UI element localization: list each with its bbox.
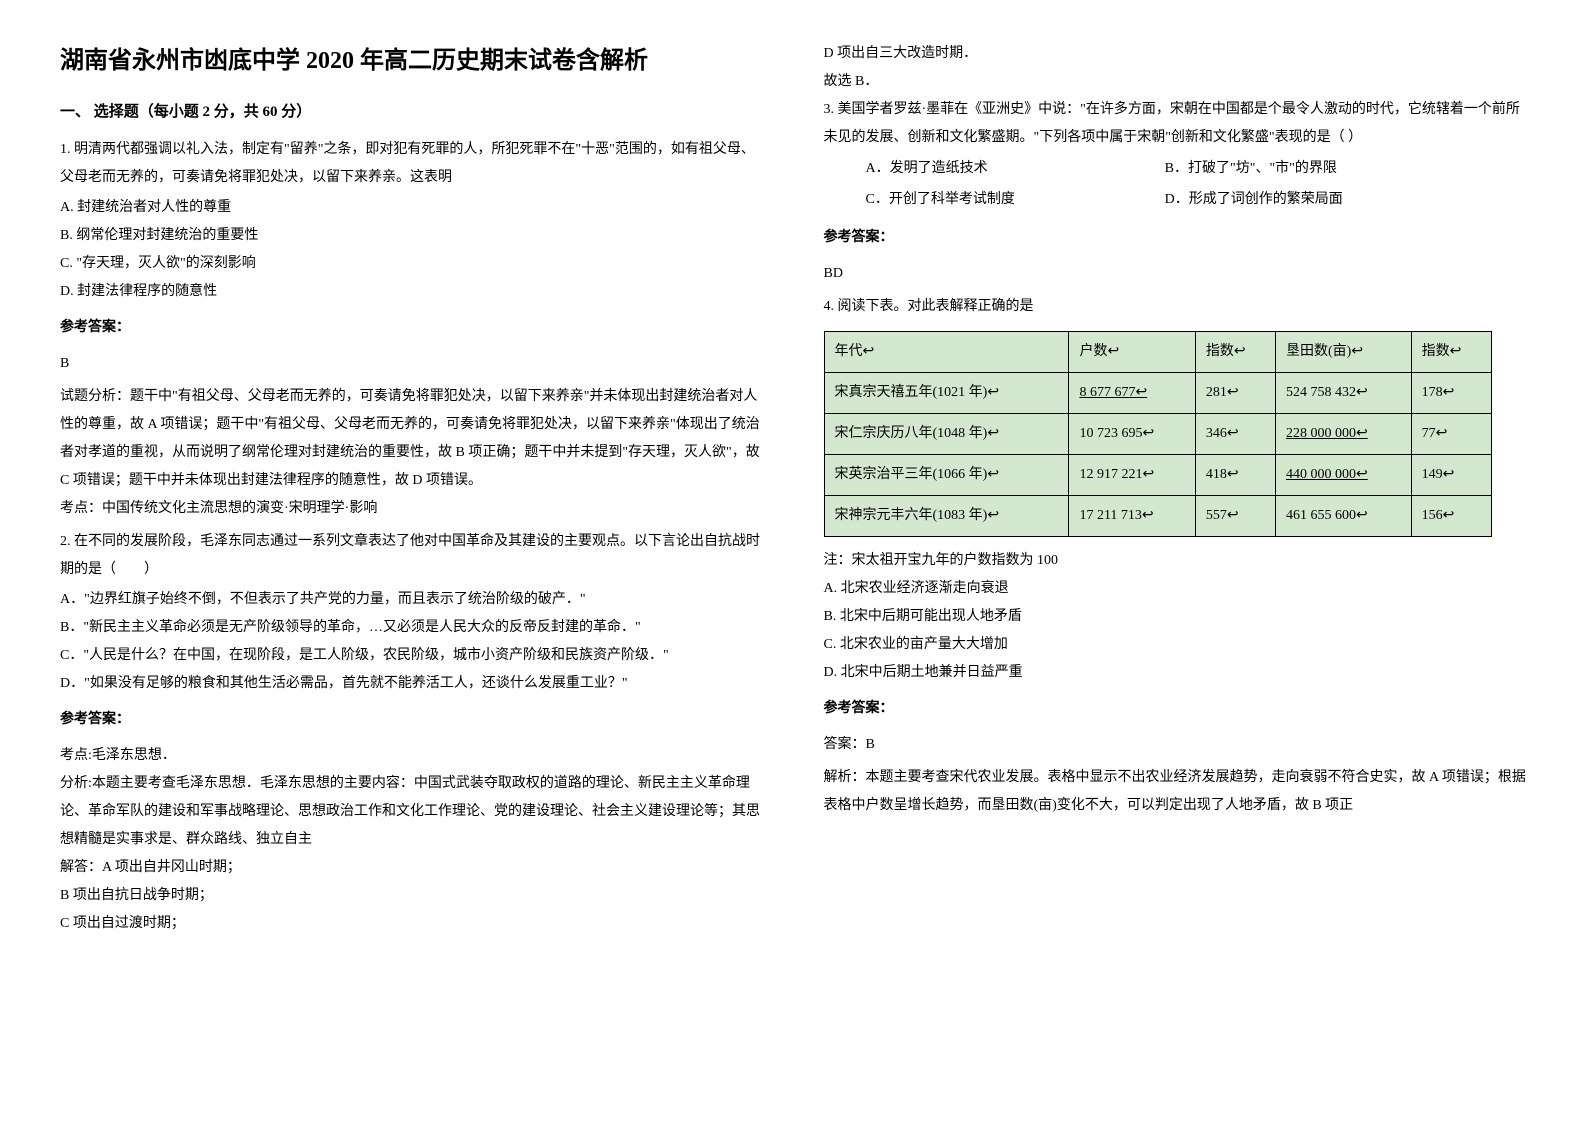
cell: 77↩: [1411, 413, 1491, 454]
th-households: 户数↩: [1069, 331, 1195, 372]
q4-answer-label: 参考答案：: [824, 695, 1528, 723]
cell: 346↩: [1195, 413, 1275, 454]
th-year: 年代↩: [824, 331, 1069, 372]
q4-data-table: 年代↩ 户数↩ 指数↩ 垦田数(亩)↩ 指数↩ 宋真宗天禧五年(1021 年)↩…: [824, 331, 1492, 537]
q1-answer: B: [60, 350, 764, 378]
q2-analysis-5: C 项出自过渡时期；: [60, 910, 764, 938]
cell: 宋仁宗庆历八年(1048 年)↩: [824, 413, 1069, 454]
th-index2: 指数↩: [1411, 331, 1491, 372]
q2-analysis-7: 故选 B．: [824, 68, 1528, 96]
q4-option-a: A. 北宋农业经济逐渐走向衰退: [824, 575, 1528, 603]
cell: 12 917 221↩: [1069, 454, 1195, 495]
cell: 178↩: [1411, 372, 1491, 413]
q4-answer: 答案：B: [824, 731, 1528, 759]
q4-option-b: B. 北宋中后期可能出现人地矛盾: [824, 603, 1528, 631]
q1-option-b: B. 纲常伦理对封建统治的重要性: [60, 222, 764, 250]
cell: 149↩: [1411, 454, 1491, 495]
q4-note: 注：宋太祖开宝九年的户数指数为 100: [824, 547, 1528, 575]
table-row: 宋神宗元丰六年(1083 年)↩ 17 211 713↩ 557↩ 461 65…: [824, 495, 1491, 536]
q2-option-a: A．"边界红旗子始终不倒，不但表示了共产党的力量，而且表示了统治阶级的破产．": [60, 586, 764, 614]
cell: 156↩: [1411, 495, 1491, 536]
q2-analysis-4: B 项出自抗日战争时期；: [60, 882, 764, 910]
q1-stem: 1. 明清两代都强调以礼入法，制定有"留养"之条，即对犯有死罪的人，所犯死罪不在…: [60, 136, 764, 192]
q2-option-c: C．"人民是什么？在中国，在现阶段，是工人阶级，农民阶级，城市小资产阶级和民族资…: [60, 642, 764, 670]
q3-option-a: A．发明了造纸技术: [824, 155, 1162, 183]
q1-option-d: D. 封建法律程序的随意性: [60, 278, 764, 306]
q3-answer-label: 参考答案：: [824, 224, 1528, 252]
q4-option-c: C. 北宋农业的亩产量大大增加: [824, 631, 1528, 659]
th-index1: 指数↩: [1195, 331, 1275, 372]
q2-analysis-2: 分析:本题主要考查毛泽东思想．毛泽东思想的主要内容：中国式武装夺取政权的道路的理…: [60, 770, 764, 854]
q2-stem: 2. 在不同的发展阶段，毛泽东同志通过一系列文章表达了他对中国革命及其建设的主要…: [60, 528, 764, 584]
q2-analysis-3: 解答：A 项出自井冈山时期；: [60, 854, 764, 882]
q3-answer: BD: [824, 260, 1528, 288]
q2-option-d: D．"如果没有足够的粮食和其他生活必需品，首先就不能养活工人，还谈什么发展重工业…: [60, 670, 764, 698]
q3-stem: 3. 美国学者罗兹·墨菲在《亚洲史》中说："在许多方面，宋朝在中国都是个最令人激…: [824, 96, 1528, 152]
cell: 17 211 713↩: [1069, 495, 1195, 536]
table-row: 宋仁宗庆历八年(1048 年)↩ 10 723 695↩ 346↩ 228 00…: [824, 413, 1491, 454]
q1-analysis-1: 试题分析：题干中"有祖父母、父母老而无养的，可奏请免将罪犯处决，以留下来养亲"并…: [60, 383, 764, 495]
q4-option-d: D. 北宋中后期土地兼并日益严重: [824, 659, 1528, 687]
question-2: 2. 在不同的发展阶段，毛泽东同志通过一系列文章表达了他对中国革命及其建设的主要…: [60, 528, 764, 938]
cell: 10 723 695↩: [1069, 413, 1195, 454]
question-4: 4. 阅读下表。对此表解释正确的是 年代↩ 户数↩ 指数↩ 垦田数(亩)↩ 指数…: [824, 293, 1528, 820]
cell: 228 000 000↩: [1276, 413, 1412, 454]
cell: 461 655 600↩: [1276, 495, 1412, 536]
cell: 281↩: [1195, 372, 1275, 413]
q1-option-c: C. "存天理，灭人欲"的深刻影响: [60, 250, 764, 278]
q2-option-b: B．"新民主主义革命必须是无产阶级领导的革命，…又必须是人民大众的反帝反封建的革…: [60, 614, 764, 642]
q3-option-c: C．开创了科举考试制度: [824, 186, 1162, 214]
q3-option-b: B．打破了"坊"、"市"的界限: [1165, 155, 1337, 183]
q1-answer-label: 参考答案：: [60, 314, 764, 342]
cell: 418↩: [1195, 454, 1275, 495]
table-row: 宋真宗天禧五年(1021 年)↩ 8 677 677↩ 281↩ 524 758…: [824, 372, 1491, 413]
q4-analysis: 解析：本题主要考查宋代农业发展。表格中显示不出农业经济发展趋势，走向衰弱不符合史…: [824, 764, 1528, 820]
section-header: 一、 选择题（每小题 2 分，共 60 分）: [60, 100, 764, 121]
cell: 524 758 432↩: [1276, 372, 1412, 413]
q1-analysis-2: 考点：中国传统文化主流思想的演变·宋明理学·影响: [60, 495, 764, 523]
question-3: 3. 美国学者罗兹·墨菲在《亚洲史》中说："在许多方面，宋朝在中国都是个最令人激…: [824, 96, 1528, 288]
table-header-row: 年代↩ 户数↩ 指数↩ 垦田数(亩)↩ 指数↩: [824, 331, 1491, 372]
q3-option-d: D．形成了词创作的繁荣局面: [1165, 186, 1343, 214]
cell: 宋神宗元丰六年(1083 年)↩: [824, 495, 1069, 536]
left-column: 湖南省永州市凼底中学 2020 年高二历史期末试卷含解析 一、 选择题（每小题 …: [60, 40, 764, 943]
cell: 440 000 000↩: [1276, 454, 1412, 495]
question-1: 1. 明清两代都强调以礼入法，制定有"留养"之条，即对犯有死罪的人，所犯死罪不在…: [60, 136, 764, 523]
cell: 宋真宗天禧五年(1021 年)↩: [824, 372, 1069, 413]
cell: 宋英宗治平三年(1066 年)↩: [824, 454, 1069, 495]
cell: 557↩: [1195, 495, 1275, 536]
document-title: 湖南省永州市凼底中学 2020 年高二历史期末试卷含解析: [60, 40, 764, 75]
cell: 8 677 677↩: [1069, 372, 1195, 413]
q2-analysis-1: 考点:毛泽东思想．: [60, 742, 764, 770]
q4-stem: 4. 阅读下表。对此表解释正确的是: [824, 293, 1528, 321]
q2-answer-label: 参考答案：: [60, 706, 764, 734]
th-land: 垦田数(亩)↩: [1276, 331, 1412, 372]
table-row: 宋英宗治平三年(1066 年)↩ 12 917 221↩ 418↩ 440 00…: [824, 454, 1491, 495]
right-column: D 项出自三大改造时期． 故选 B． 3. 美国学者罗兹·墨菲在《亚洲史》中说：…: [824, 40, 1528, 943]
q2-analysis-6: D 项出自三大改造时期．: [824, 40, 1528, 68]
q1-option-a: A. 封建统治者对人性的尊重: [60, 194, 764, 222]
